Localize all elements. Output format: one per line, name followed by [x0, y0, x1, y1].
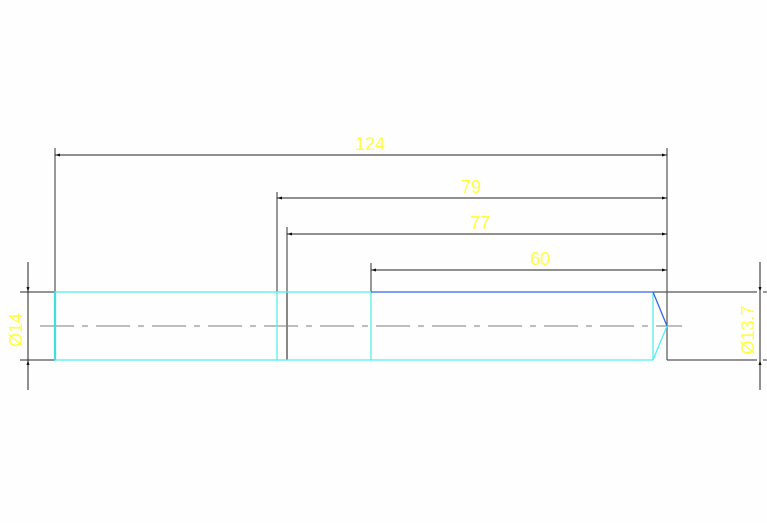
- dim-text-124: 124: [355, 134, 385, 154]
- dim-text-60: 60: [530, 249, 550, 269]
- extension-lines: [20, 148, 767, 361]
- shaft-outline: [53, 291, 668, 361]
- dim-text-dia14: Ø14: [6, 313, 26, 347]
- dim-text-79: 79: [461, 177, 481, 197]
- dim-text-dia13-7: Ø13.7: [738, 305, 758, 354]
- dim-text-77: 77: [470, 213, 490, 233]
- dimension-lines: [26, 153, 762, 390]
